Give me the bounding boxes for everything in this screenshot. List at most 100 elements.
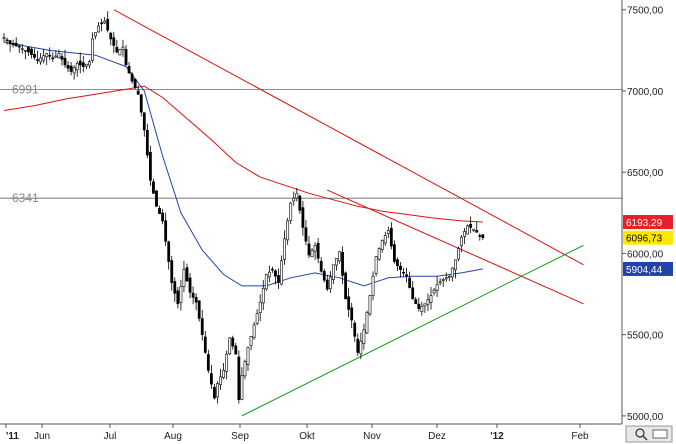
candle-body: [54, 55, 58, 58]
candle-body: [121, 46, 125, 50]
candle-body: [158, 208, 161, 214]
candle-body: [380, 240, 384, 250]
candle-body: [149, 152, 152, 181]
candle-body: [60, 56, 64, 60]
candle-body: [258, 301, 262, 314]
candle-body: [374, 256, 378, 274]
candle-body: [420, 305, 424, 313]
candle-body: [286, 220, 290, 241]
candle-body: [170, 260, 174, 283]
candle-body: [280, 260, 283, 285]
candle-body: [478, 235, 482, 237]
candle-body: [23, 50, 27, 52]
candle-body: [350, 307, 354, 321]
candle-body: [423, 303, 427, 307]
candle-body: [231, 337, 235, 347]
candle-body: [444, 277, 448, 280]
candle-body: [450, 267, 454, 278]
candle-body: [325, 279, 329, 290]
candle-body: [469, 223, 473, 228]
candle-body: [237, 356, 241, 400]
candle-body: [210, 373, 213, 385]
candle-body: [106, 18, 110, 31]
candle-body: [39, 57, 43, 63]
candle-body: [100, 22, 104, 25]
candle-body: [289, 202, 293, 221]
candle-body: [75, 63, 79, 71]
ma50-badge: [623, 261, 673, 276]
candle-body: [2, 37, 6, 39]
candle-body: [26, 47, 30, 53]
value-badges: 6193,29 6096,73 5904,44: [623, 215, 673, 276]
candle-body: [225, 353, 229, 372]
candle-body: [97, 25, 100, 33]
candle-body: [51, 57, 55, 60]
x-tick-label: Sep: [231, 431, 249, 442]
candle-body: [20, 48, 24, 51]
candle-body: [408, 277, 412, 288]
candle-body: [396, 259, 399, 266]
candle-body: [447, 275, 451, 278]
candle-body: [441, 279, 445, 281]
candle-body: [63, 58, 67, 66]
x-tick-labels: '11 Jun Jul Aug Sep Okt Nov Dez '12 Feb: [5, 424, 589, 442]
candle-body: [261, 288, 265, 304]
candle-body: [277, 275, 280, 283]
candle-body: [414, 299, 418, 305]
candle-body: [347, 296, 351, 310]
candle-body: [194, 296, 198, 303]
candle-body: [322, 271, 326, 281]
candle-body: [463, 231, 466, 237]
y-tick-label: 7500,00: [627, 6, 664, 17]
x-tick-label: Okt: [299, 431, 315, 442]
candle-body: [307, 243, 311, 256]
candle-body: [94, 32, 97, 37]
ma200-badge: [623, 215, 673, 230]
candle-body: [5, 39, 9, 42]
candle-body: [365, 312, 369, 334]
candle-body: [182, 269, 186, 287]
candle-body: [167, 241, 171, 262]
level-label: 6341: [12, 191, 39, 205]
ma200-badge-label: 6193,29: [626, 218, 663, 229]
candle-body: [206, 354, 210, 371]
candle-body: [472, 228, 476, 231]
candle-body: [69, 65, 73, 72]
candle-body: [11, 42, 15, 46]
candle-body: [252, 324, 256, 339]
candle-body: [411, 287, 415, 300]
candle-body: [240, 374, 244, 400]
candle-body: [130, 73, 134, 82]
candle-body: [203, 336, 207, 353]
candle-body: [310, 249, 314, 257]
candle-body: [246, 347, 250, 365]
y-tick-label: 5500,00: [627, 331, 664, 342]
y-tick-labels: 5000,00 5500,00 6000,00 6500,00 7000,00 7500,…: [622, 6, 664, 423]
candle-body: [127, 66, 131, 74]
zoom-icon[interactable]: [625, 425, 673, 443]
candle-body: [234, 345, 238, 355]
candle-body: [200, 318, 204, 335]
candle-body: [313, 245, 317, 252]
candle-body: [466, 225, 470, 235]
green-trendline: [241, 244, 584, 417]
level-label: 6991: [12, 82, 39, 96]
candle-body: [139, 94, 143, 113]
candle-body: [91, 38, 94, 61]
candle-body: [298, 195, 302, 211]
candle-body: [417, 303, 421, 309]
candle-body: [112, 37, 116, 46]
candle-body: [457, 248, 460, 260]
candle-body: [368, 295, 372, 315]
candle-body: [399, 265, 402, 270]
candle-body: [219, 376, 222, 385]
y-tick-label: 7000,00: [627, 87, 664, 98]
candle-body: [115, 46, 119, 53]
candle-body: [331, 264, 335, 280]
candle-body: [155, 190, 158, 207]
candle-body: [475, 230, 479, 233]
candle-body: [176, 290, 180, 305]
candle-body: [255, 313, 259, 324]
candle-body: [57, 53, 61, 59]
candle-body: [386, 230, 390, 234]
